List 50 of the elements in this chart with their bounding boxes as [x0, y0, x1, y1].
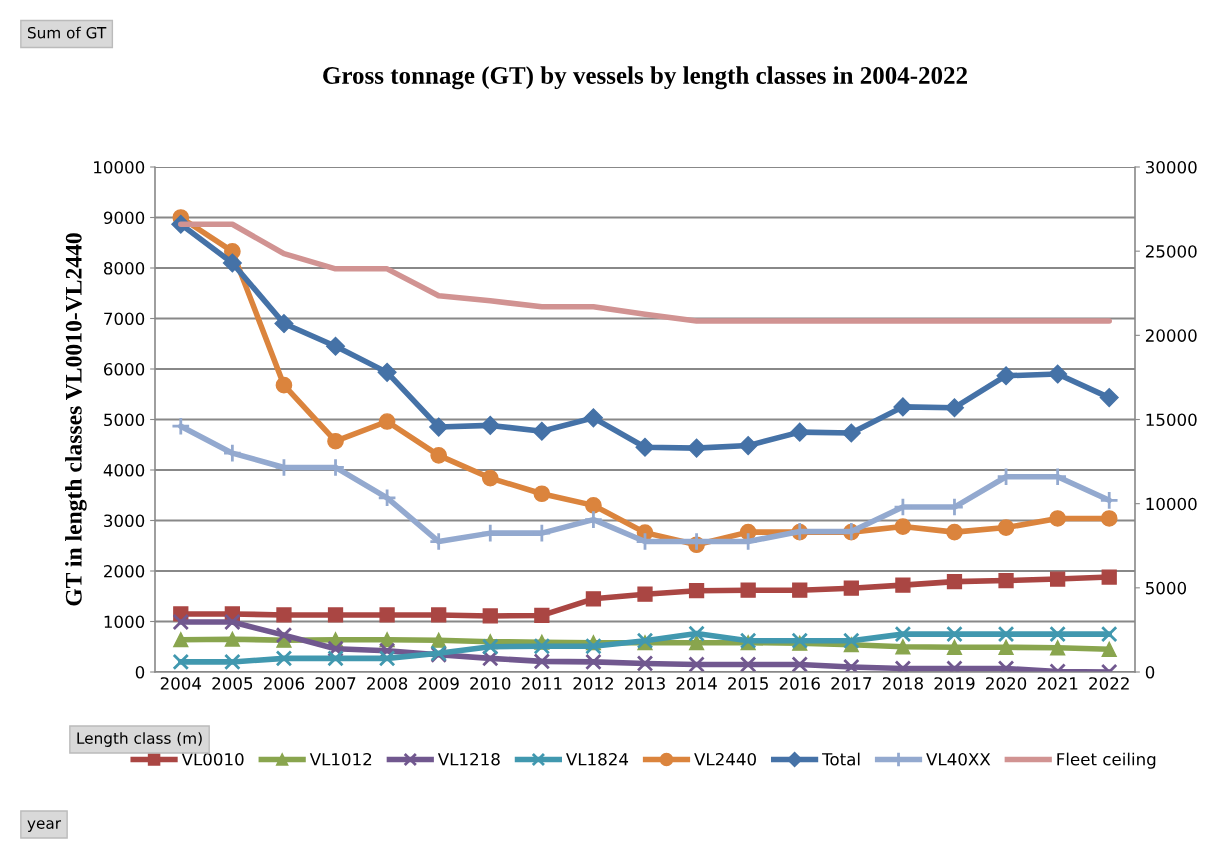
- y2-tick-label: 25000: [1145, 245, 1197, 258]
- x-tick-label: 2018: [882, 677, 923, 690]
- x-tick-label: 2008: [367, 677, 408, 690]
- x-tick-label: 2022: [1089, 677, 1129, 690]
- legend-label: VL1218: [437, 752, 500, 766]
- y-tick-label: 10000: [94, 160, 145, 174]
- legend-label: Total: [822, 752, 860, 766]
- x-tick-label: 2009: [418, 677, 459, 690]
- y-tick-label: 0: [135, 665, 145, 679]
- x-tick-label: 2006: [263, 677, 305, 690]
- y2-tick-label: 10000: [1146, 497, 1197, 511]
- y2-tick-label: 0: [1145, 665, 1155, 679]
- y-tick-label: 2000: [104, 564, 145, 578]
- x-tick-label: 2007: [315, 677, 356, 690]
- x-tick-label: 2019: [934, 677, 975, 690]
- y-tick-label: 6000: [104, 362, 145, 376]
- y-tick-label: 5000: [104, 413, 145, 427]
- y-tick-label: 1000: [104, 615, 145, 629]
- legend-label: VL1012: [309, 752, 372, 766]
- x-tick-label: 2005: [212, 677, 253, 690]
- text: year: [27, 820, 62, 832]
- x-tick-label: 2012: [573, 677, 613, 690]
- y2-tick-label: 20000: [1145, 329, 1197, 342]
- x-tick-label: 2011: [521, 677, 562, 690]
- legend-label: VL40XX: [926, 752, 991, 766]
- y2-tick-label: 30000: [1145, 160, 1197, 174]
- y-tick-label: 3000: [104, 514, 145, 528]
- legend-label: VL2440: [694, 752, 756, 766]
- x-tick-label: 2010: [470, 677, 511, 690]
- x-tick-label: 2021: [1037, 677, 1078, 690]
- legend-label: VL1824: [566, 752, 629, 766]
- y2-tick-label: 5000: [1146, 581, 1187, 595]
- text: Sum of GT: [27, 26, 107, 39]
- y-tick-label: 4000: [103, 463, 145, 477]
- y-tick-label: 7000: [104, 312, 145, 326]
- x-tick-label: 2020: [986, 677, 1027, 690]
- x-tick-label: 2004: [160, 677, 202, 690]
- y-axis-title: GT in length classes VL0010-VL2440: [65, 233, 87, 606]
- legend-label: VL0010: [181, 752, 244, 766]
- x-tick-label: 2015: [728, 677, 768, 690]
- x-tick-label: 2013: [625, 677, 665, 690]
- chart-title: Gross tonnage (GT) by vessels by length classes in 2004-2022: [323, 66, 967, 90]
- y-tick-label: 8000: [103, 261, 145, 275]
- x-tick-label: 2014: [676, 677, 717, 690]
- y-tick-label: 9000: [103, 211, 145, 225]
- text: Length class (m): [77, 732, 202, 747]
- x-tick-label: 2017: [831, 677, 872, 690]
- x-tick-label: 2016: [779, 677, 820, 690]
- legend-label: Fleet ceiling: [1057, 752, 1156, 769]
- y2-tick-label: 15000: [1146, 413, 1197, 427]
